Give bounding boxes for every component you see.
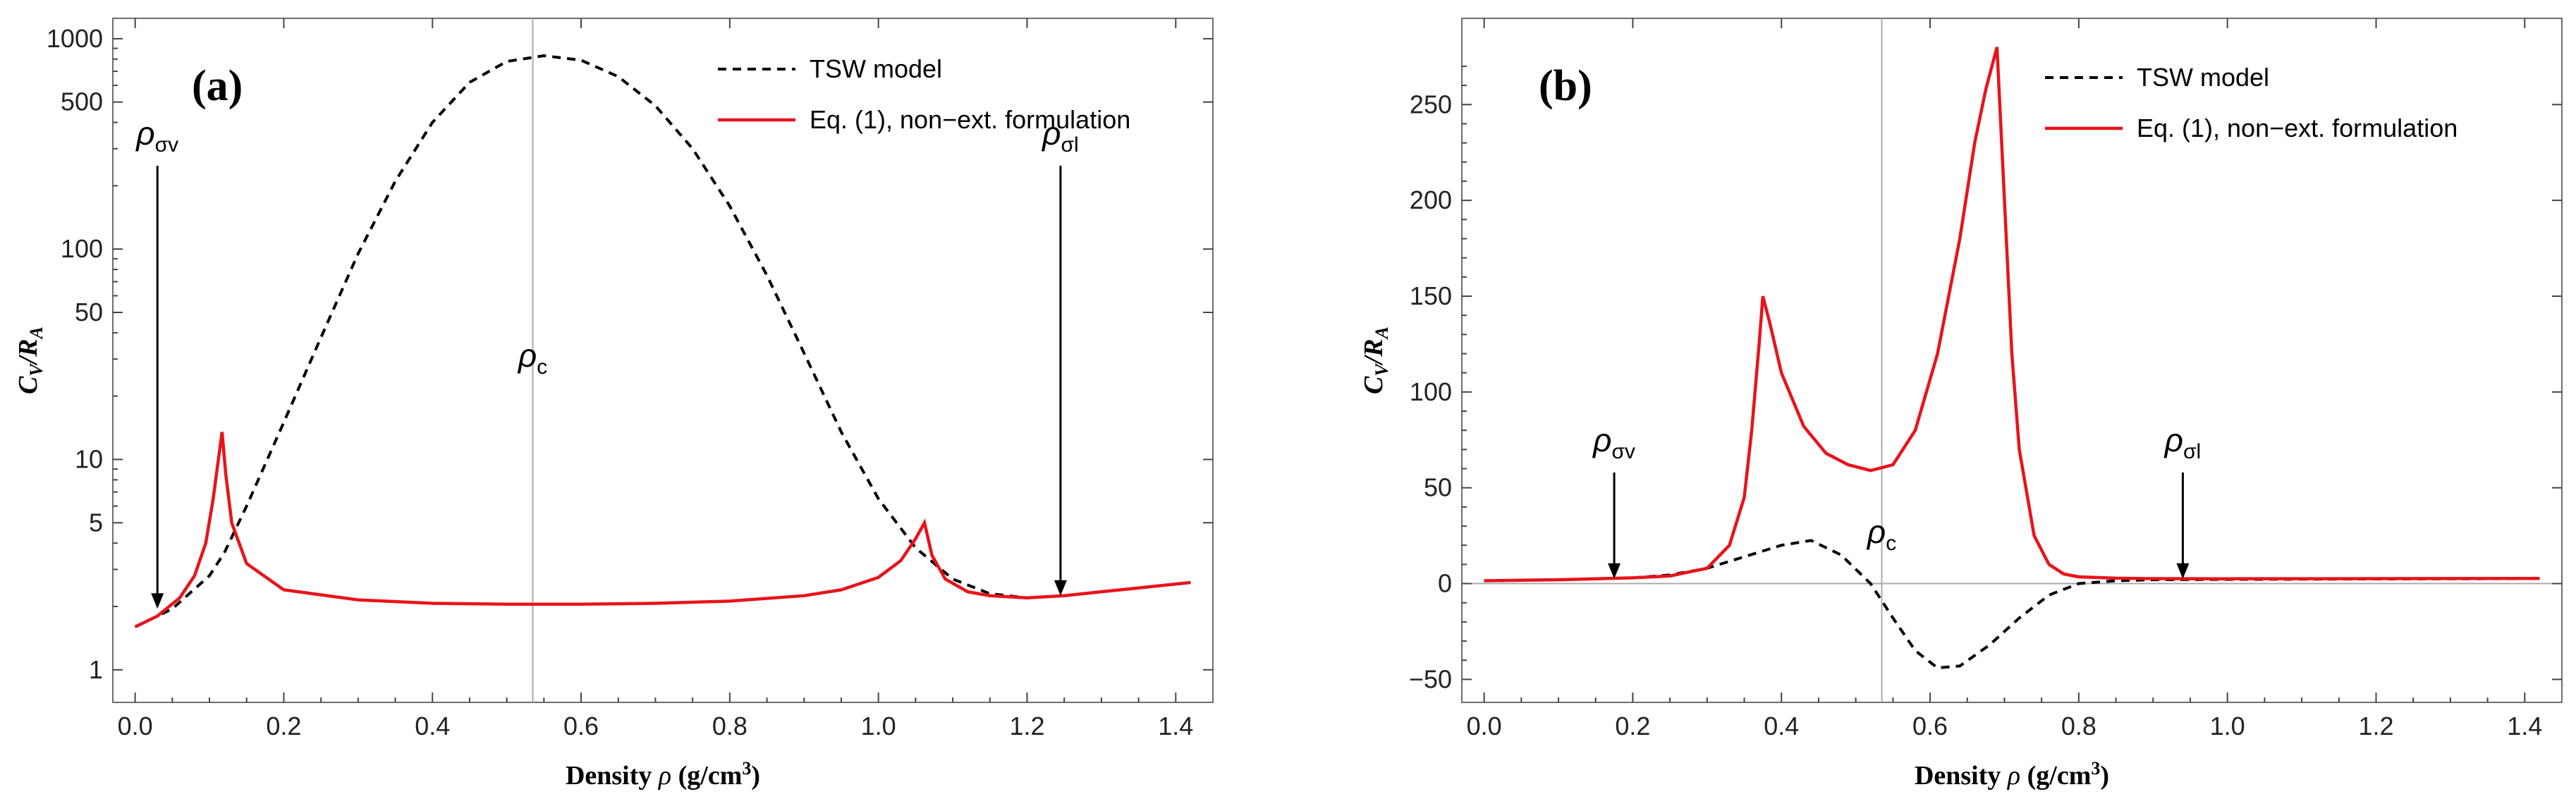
- x-tick-label: 0.6: [1912, 712, 1948, 740]
- x-axis-title: Density ρ (g/cm3): [566, 758, 760, 791]
- annotation-arrow-head: [2176, 563, 2190, 579]
- x-tick-label: 0.4: [1764, 712, 1799, 740]
- annotation-arrow-head: [151, 593, 164, 609]
- density-annotations: ρσv ρc ρσl: [135, 115, 1079, 609]
- y-tick-label: 10: [75, 444, 103, 473]
- x-axis-title: Density ρ (g/cm3): [1915, 758, 2109, 791]
- y-tick-label: 1: [89, 655, 103, 684]
- y-tick-label: 250: [1410, 90, 1452, 118]
- legend-tsw-label: TSW model: [810, 54, 942, 83]
- plot-frame: [1461, 18, 2563, 703]
- y-axis-title: CV/RA: [1359, 327, 1392, 394]
- annotation-arrow-head: [1054, 580, 1067, 596]
- x-tick-label: 0.0: [118, 712, 153, 740]
- annotation-label: ρσv: [135, 115, 178, 157]
- y-tick-label: 100: [61, 234, 103, 263]
- x-tick-label: 0.8: [2061, 712, 2096, 740]
- annotation-label: ρσl: [1041, 115, 1079, 157]
- y-axis-title: CV/RA: [13, 327, 47, 394]
- y-tick-label: 5: [89, 508, 103, 537]
- x-tick-label: 1.4: [1158, 712, 1193, 740]
- x-tick-label: 0.2: [1615, 712, 1650, 740]
- x-tick-label: 1.0: [861, 712, 896, 740]
- x-tick-label: 0.8: [712, 712, 747, 740]
- legend: TSW model Eq. (1), non−ext. formulation: [718, 54, 1130, 134]
- panel-label: (a): [192, 62, 243, 110]
- y-tick-label: 150: [1410, 281, 1452, 310]
- plot-frame: [112, 18, 1214, 703]
- tsw-model-series: [134, 54, 1191, 628]
- y-tick-label: 200: [1410, 185, 1452, 214]
- x-tick-label: 1.2: [1009, 712, 1044, 740]
- legend-eq1-label: Eq. (1), non−ext. formulation: [2137, 114, 2458, 142]
- y-tick-label: 0: [1438, 569, 1452, 598]
- eq1-series: [134, 432, 1191, 628]
- y-tick-label: 50: [75, 298, 103, 327]
- x-tick-label: 1.2: [2358, 712, 2393, 740]
- chart-panel-b: 0.0 0.2 0.4 0.6 0.8 1.0 1.2 1.4 −50 0 50 100 150 200…: [1359, 18, 2563, 791]
- y-tick-label: 100: [1410, 377, 1452, 406]
- y-tick-label: 500: [61, 87, 103, 116]
- x-tick-label: 0.6: [563, 712, 599, 740]
- legend-tsw-label: TSW model: [2137, 63, 2269, 92]
- x-tick-label: 1.0: [2210, 712, 2245, 740]
- tsw-model-series: [1484, 539, 2540, 670]
- legend: TSW model Eq. (1), non−ext. formulation: [2045, 63, 2458, 142]
- x-tick-label: 1.4: [2507, 712, 2542, 740]
- chart-panel-a: 0.0 0.2 0.4 0.6 0.8 1.0 1.2 1.4 1 5 10 50 100 500 100…: [13, 18, 1214, 791]
- x-tick-label: 0.4: [415, 712, 450, 740]
- y-axis-ticks: −50 0 50 100 150 200 250: [1409, 65, 2562, 693]
- x-axis-ticks: 0.0 0.2 0.4 0.6 0.8 1.0 1.2 1.4: [118, 18, 1193, 740]
- density-annotations: ρσv ρc ρσl: [1592, 422, 2201, 579]
- x-axis-ticks: 0.0 0.2 0.4 0.6 0.8 1.0 1.2 1.4: [1467, 18, 2542, 740]
- y-tick-label: 1000: [47, 24, 103, 53]
- legend-eq1-label: Eq. (1), non−ext. formulation: [810, 105, 1130, 134]
- x-tick-label: 0.2: [266, 712, 301, 740]
- y-tick-label: −50: [1409, 664, 1452, 693]
- annotation-arrow-head: [1608, 563, 1621, 579]
- annotation-label: ρc: [1866, 513, 1896, 555]
- x-tick-label: 0.0: [1467, 712, 1502, 740]
- annotation-label: ρσl: [2163, 422, 2202, 463]
- eq1-series: [1484, 47, 2540, 583]
- panel-label: (b): [1539, 62, 1592, 110]
- y-tick-label: 50: [1424, 473, 1452, 502]
- annotation-label: ρσv: [1592, 422, 1635, 463]
- annotation-label: ρc: [517, 337, 547, 379]
- y-axis-ticks: 1 5 10 50 100 500 1000: [47, 24, 1213, 684]
